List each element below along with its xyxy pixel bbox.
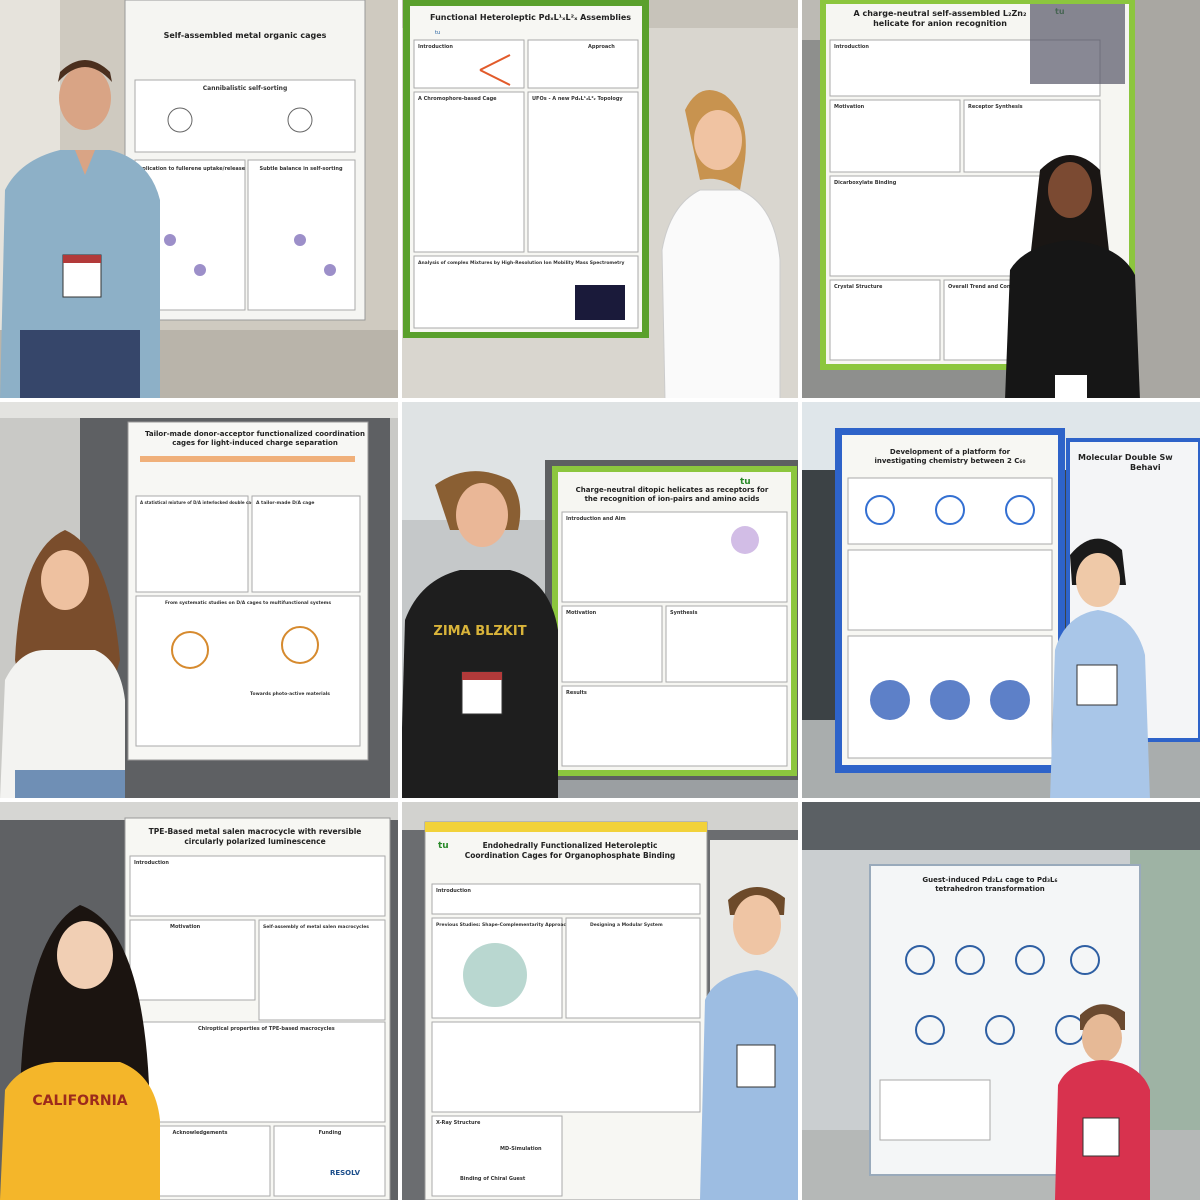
poster-4-title-line-1: Tailor-made donor-acceptor functionalize… xyxy=(145,430,365,438)
collage-divider-h1 xyxy=(0,398,1200,402)
poster-2-section-1: Introduction xyxy=(418,44,453,50)
poster-8-section-2: Previous Studies: Shape-Complementarity … xyxy=(436,922,569,928)
poster-6b-subtitle: Behavi xyxy=(1130,463,1161,472)
poster-5-section-1: Introduction and Aim xyxy=(566,516,626,522)
photo-tile-9: Guest-induced Pd₂L₄ cage to Pd₃L₆ tetrah… xyxy=(800,800,1200,1200)
poster-4-section-3: From systematic studies on D/A cages to … xyxy=(165,600,331,606)
photo-1-scene: Self-assembled metal organic cages Canni… xyxy=(0,0,400,400)
poster-2-logo: tu xyxy=(435,30,440,36)
poster-7-section-5: Acknowledgements xyxy=(173,1130,228,1136)
poster-3-section-4: Dicarboxylate Binding xyxy=(834,180,897,186)
photo-4-scene: Tailor-made donor-acceptor functionalize… xyxy=(0,400,400,800)
photo-5-scene: Charge-neutral ditopic helicates as rece… xyxy=(400,400,800,800)
poster-7-section-1: Introduction xyxy=(134,860,169,866)
poster-2-title: Functional Heteroleptic PdₓL¹ₓL²ₓ Assemb… xyxy=(430,13,631,22)
photo-tile-4: Tailor-made donor-acceptor functionalize… xyxy=(0,400,400,800)
poster-2-section-5: Analysis of complex Mixtures by High-Res… xyxy=(418,260,625,266)
poster-6-title-line-1: Development of a platform for xyxy=(890,448,1011,456)
poster-5-section-4: Results xyxy=(566,690,587,696)
poster-3-section-1: Introduction xyxy=(834,44,869,50)
photo-7-scene: TPE-Based metal salen macrocycle with re… xyxy=(0,800,400,1200)
poster-3-title-line-1: A charge-neutral self-assembled L₂Zn₂ xyxy=(853,9,1027,18)
poster-3-section-5: Crystal Structure xyxy=(834,284,883,290)
photo-6-scene: Development of a platform for investigat… xyxy=(800,400,1200,800)
photo-3-scene: A charge-neutral self-assembled L₂Zn₂ he… xyxy=(800,0,1200,400)
poster-3-section-2: Motivation xyxy=(834,104,865,110)
poster-3-section-3: Receptor Synthesis xyxy=(968,104,1023,110)
poster-2-section-3: A Chromophore-based Cage xyxy=(418,96,497,102)
poster-8-title-line-2: Coordination Cages for Organophosphate B… xyxy=(465,851,676,860)
poster-8-logo: tu xyxy=(438,841,449,851)
poster-4-section-2: A tailor-made D/A cage xyxy=(256,500,314,506)
poster-7-title-line-1: TPE-Based metal salen macrocycle with re… xyxy=(149,827,362,836)
poster-8-section-4: X-Ray Structure xyxy=(436,1120,481,1126)
poster-6b-title: Molecular Double Sw xyxy=(1078,453,1173,462)
poster-7-section-3: Self-assembly of metal salen macrocycles xyxy=(263,924,369,930)
poster-7-section-2: Motivation xyxy=(170,924,201,930)
poster-9-title-line-2: tetrahedron transformation xyxy=(935,885,1045,893)
photo-tile-8: Endohedrally Functionalized Heteroleptic… xyxy=(400,800,800,1200)
photo-tile-1: Self-assembled metal organic cages Canni… xyxy=(0,0,400,400)
shirt-print-2: CALIFORNIA xyxy=(32,1093,127,1109)
poster-1-section-2: Application to fullerene uptake/release xyxy=(135,166,246,172)
poster-5-logo: tu xyxy=(740,477,751,487)
poster-1-title: Self-assembled metal organic cages xyxy=(164,31,327,40)
poster-2-section-2: Approach xyxy=(588,44,615,50)
poster-8-title-line-1: Endohedrally Functionalized Heteroleptic xyxy=(483,841,658,850)
poster-4-section-1: A statistical mixture of D/A interlocked… xyxy=(140,500,260,505)
poster-5-title-line-1: Charge-neutral ditopic helicates as rece… xyxy=(576,486,769,494)
poster-5-section-3: Synthesis xyxy=(670,610,697,616)
poster-3-title-line-2: helicate for anion recognition xyxy=(873,19,1007,28)
poster-7-section-6: Funding xyxy=(319,1130,342,1136)
collage-divider-v2 xyxy=(798,0,802,1200)
photo-tile-3: A charge-neutral self-assembled L₂Zn₂ he… xyxy=(800,0,1200,400)
photo-tile-5: Charge-neutral ditopic helicates as rece… xyxy=(400,400,800,800)
photo-8-scene: Endohedrally Functionalized Heteroleptic… xyxy=(400,800,800,1200)
photo-tile-6: Development of a platform for investigat… xyxy=(800,400,1200,800)
poster-1-section-3: Subtle balance in self-sorting xyxy=(259,166,342,172)
photo-tile-2: Functional Heteroleptic PdₓL¹ₓL²ₓ Assemb… xyxy=(400,0,800,400)
poster-9-title-line-1: Guest-induced Pd₂L₄ cage to Pd₃L₆ xyxy=(922,876,1057,884)
photo-2-scene: Functional Heteroleptic PdₓL¹ₓL²ₓ Assemb… xyxy=(400,0,800,400)
poster-4-section-4: Towards photo-active materials xyxy=(250,691,330,697)
collage-divider-v1 xyxy=(398,0,402,1200)
poster-1-section-1: Cannibalistic self-sorting xyxy=(203,85,288,92)
poster-8-section-5: MD-Simulation xyxy=(500,1146,542,1152)
poster-2-section-4: UFOs - A new Pd₂L¹₂L²₂ Topology xyxy=(532,96,623,102)
photo-9-scene: Guest-induced Pd₂L₄ cage to Pd₃L₆ tetrah… xyxy=(800,800,1200,1200)
poster-8-section-3: Designing a Modular System xyxy=(590,922,663,928)
poster-8-section-6: Binding of Chiral Guest xyxy=(460,1176,526,1182)
poster-7-section-4: Chiroptical properties of TPE-based macr… xyxy=(198,1026,335,1032)
poster-3-section-6: Overall Trend and Conclusion xyxy=(948,284,1031,290)
poster-4-title-line-2: cages for light-induced charge separatio… xyxy=(172,439,338,447)
poster-5-section-2: Motivation xyxy=(566,610,597,616)
collage-divider-h2 xyxy=(0,798,1200,802)
poster-7-funding-logo: RESOLV xyxy=(330,1169,361,1177)
photo-tile-7: TPE-Based metal salen macrocycle with re… xyxy=(0,800,400,1200)
shirt-print: ZIMA BLZKIT xyxy=(433,624,526,639)
poster-6-title-line-2: investigating chemistry between 2 C₆₀ xyxy=(874,457,1025,465)
poster-5-title-line-2: the recognition of ion-pairs and amino a… xyxy=(585,495,760,503)
poster-7-title-line-2: circularly polarized luminescence xyxy=(184,837,325,846)
poster-8-section-1: Introduction xyxy=(436,888,471,894)
